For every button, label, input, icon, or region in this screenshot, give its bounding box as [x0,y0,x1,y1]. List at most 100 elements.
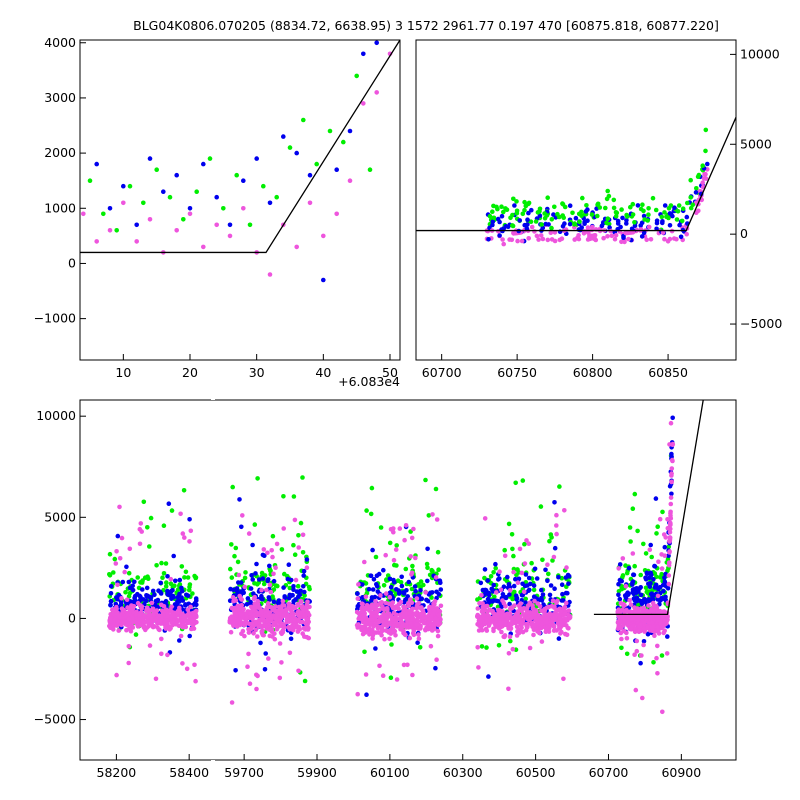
bottom-s2-pink-point-352 [386,620,392,625]
bottom-s3-pink-point-312 [479,609,485,614]
top-right-dense-green-point-152 [632,220,637,225]
bottom-s3-blue-point-74 [556,636,562,641]
bottom-s2-blue-point-107 [375,589,381,594]
bottom-s1-blue-point-21 [244,602,250,607]
top-right-dense-green-point-263 [503,206,508,211]
bottom-s0-green-point-75 [163,561,169,566]
bottom-s3-pink-point-145 [562,508,567,513]
bottom-s4-green-point-109 [616,589,622,594]
top-right-dense-green-point-80 [613,213,619,219]
bottom-y-tick-1: 0 [68,610,76,625]
bottom-s0-pink-point-411 [115,582,120,588]
bottom-s3-blue-point-58 [531,583,537,588]
bottom-s1-green-point-12 [233,545,239,551]
bottom-s4-green-point-49 [630,506,636,512]
top-right-green-point-11 [703,127,709,133]
bottom-s1-blue-point-76 [288,636,294,642]
top-left-blue-point-10 [227,222,233,228]
bottom-s1-pink-point-419 [238,612,244,617]
bottom-s4-pink-point-191 [640,695,645,701]
bottom-s3-pink-point-295 [517,627,523,632]
bottom-s3-blue-point-141 [514,597,519,602]
bottom-s0-pink-point-132 [116,628,121,633]
bottom-s2-pink-point-243 [362,559,367,565]
top-left-y-tick-1: 0 [68,255,76,270]
bottom-s2-green-point-21 [378,525,384,530]
bottom-s4-pink-point-213 [641,605,647,611]
bottom-s2-pink-point-378 [395,621,400,627]
top-right-dense-green-point-329 [605,216,611,221]
top-right-dense-blue-point-334 [497,219,502,225]
bottom-s2-pink-point-224 [411,526,416,532]
bottom-panel: 58200 58400 59700 59900 60100 60300 60500 60700… [34,396,737,780]
bottom-s2-pink-point-380 [356,616,362,621]
bottom-s4-pink-point-245 [655,671,660,676]
bottom-s3-pink-point-395 [493,624,499,629]
bottom-s4-green-point-83 [660,509,665,515]
bottom-s3-green-point-26 [484,645,489,650]
bottom-s3-pink-point-120 [476,665,481,670]
top-right-dense-green-point-149 [511,196,516,202]
top-left-blue-point-7 [187,206,193,211]
bottom-s3-pink-point-368 [557,616,563,621]
bottom-s3-pink-point-124 [531,632,536,638]
bottom-s2-pink-point-322 [379,632,384,638]
top-right-x-tick-2: 60800 [573,365,613,380]
bottom-s3-pink-point-297 [564,565,569,570]
bottom-s1-pink-point-405 [272,631,277,636]
top-right-dense-blue-point-277 [486,237,491,242]
bottom-s0-pink-point-409 [114,622,120,627]
bottom-s2-blue-point-18 [425,546,430,552]
bottom-s3-blue-point-164 [526,575,532,581]
bottom-s2-green-point-18 [387,540,393,546]
bottom-s1-pink-point-145 [238,596,244,602]
bottom-s3-blue-point-70 [523,572,529,577]
bottom-s2-blue-point-131 [438,587,444,592]
bottom-s4-blue-point-107 [643,575,648,581]
bottom-s4-green-point-1 [641,541,646,547]
top-right-dense-blue-point-310 [583,209,589,214]
bottom-s1-green-point-17 [228,566,233,572]
top-right-dense-blue-point-292 [526,210,531,216]
top-right-dense-green-point-293 [645,218,650,223]
bottom-s4-pink-point-388 [644,608,650,614]
bottom-s0-green-point-87 [164,580,169,585]
top-left-x-tick-1: 20 [182,365,198,380]
bottom-s2-blue-point-10 [399,574,405,580]
bottom-s4-green-point-65 [643,585,649,591]
bottom-s2-blue-point-89 [425,578,430,584]
bottom-s4-pink-point-384 [651,624,656,630]
bottom-s2-blue-point-37 [433,665,438,671]
bottom-s0-pink-point-26 [168,576,174,582]
bottom-s0-blue-point-146 [194,602,199,608]
bottom-s2-pink-point-159 [402,537,407,543]
bottom-s1-blue-point-83 [282,594,288,599]
bottom-x-tick-2: 59700 [224,765,264,780]
bottom-s3-green-point-54 [522,541,527,547]
bottom-s0-pink-point-362 [124,597,130,602]
bottom-s3-pink-point-61 [539,639,545,644]
top-right-dense-blue-point-112 [537,213,543,218]
top-right-x-tick-1: 60750 [497,365,537,380]
bottom-s1-pink-point-410 [259,616,265,622]
top-right-y-tick-2: 5000 [740,136,772,151]
top-right-dense-pink-point-270 [526,236,531,241]
top-left-blue-point-2 [121,183,126,189]
bottom-s3-blue-point-109 [491,582,497,588]
bottom-s0-pink-point-146 [122,569,127,575]
bottom-s1-blue-point-132 [293,597,298,602]
top-left-blue-point-12 [254,156,259,161]
bottom-s0-blue-point-105 [119,600,124,605]
top-left-blue-point-21 [374,40,380,46]
bottom-s0-blue-point-142 [179,595,184,600]
bottom-s3-blue-point-165 [496,599,501,604]
bottom-s2-blue-point-62 [381,567,386,573]
top-right-dense-green-point-356 [520,211,526,217]
bottom-s2-pink-point-410 [370,629,375,635]
bottom-s2-blue-point-81 [387,576,393,582]
bottom-s3-blue-point-111 [500,592,506,597]
bottom-s3-pink-point-65 [554,531,559,537]
bottom-s1-blue-point-6 [294,589,300,594]
top-left-green-point-5 [154,167,159,172]
bottom-s2-pink-point-418 [382,612,388,618]
